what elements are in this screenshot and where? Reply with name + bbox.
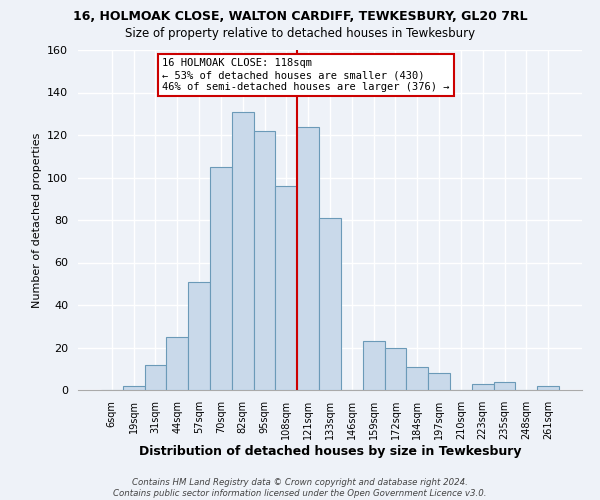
Text: Size of property relative to detached houses in Tewkesbury: Size of property relative to detached ho… xyxy=(125,28,475,40)
Bar xyxy=(472,384,494,390)
Bar xyxy=(123,386,145,390)
Bar xyxy=(232,112,254,390)
Bar xyxy=(494,382,515,390)
Bar xyxy=(385,348,406,390)
Bar xyxy=(428,373,450,390)
Bar xyxy=(210,167,232,390)
Bar xyxy=(166,337,188,390)
Bar xyxy=(406,366,428,390)
Bar xyxy=(537,386,559,390)
Bar xyxy=(275,186,297,390)
Bar xyxy=(254,130,275,390)
Bar xyxy=(363,341,385,390)
Bar xyxy=(297,126,319,390)
Y-axis label: Number of detached properties: Number of detached properties xyxy=(32,132,41,308)
Text: 16 HOLMOAK CLOSE: 118sqm
← 53% of detached houses are smaller (430)
46% of semi-: 16 HOLMOAK CLOSE: 118sqm ← 53% of detach… xyxy=(162,58,449,92)
Bar xyxy=(319,218,341,390)
Bar xyxy=(188,282,210,390)
Text: 16, HOLMOAK CLOSE, WALTON CARDIFF, TEWKESBURY, GL20 7RL: 16, HOLMOAK CLOSE, WALTON CARDIFF, TEWKE… xyxy=(73,10,527,23)
X-axis label: Distribution of detached houses by size in Tewkesbury: Distribution of detached houses by size … xyxy=(139,444,521,458)
Text: Contains HM Land Registry data © Crown copyright and database right 2024.
Contai: Contains HM Land Registry data © Crown c… xyxy=(113,478,487,498)
Bar xyxy=(145,364,166,390)
